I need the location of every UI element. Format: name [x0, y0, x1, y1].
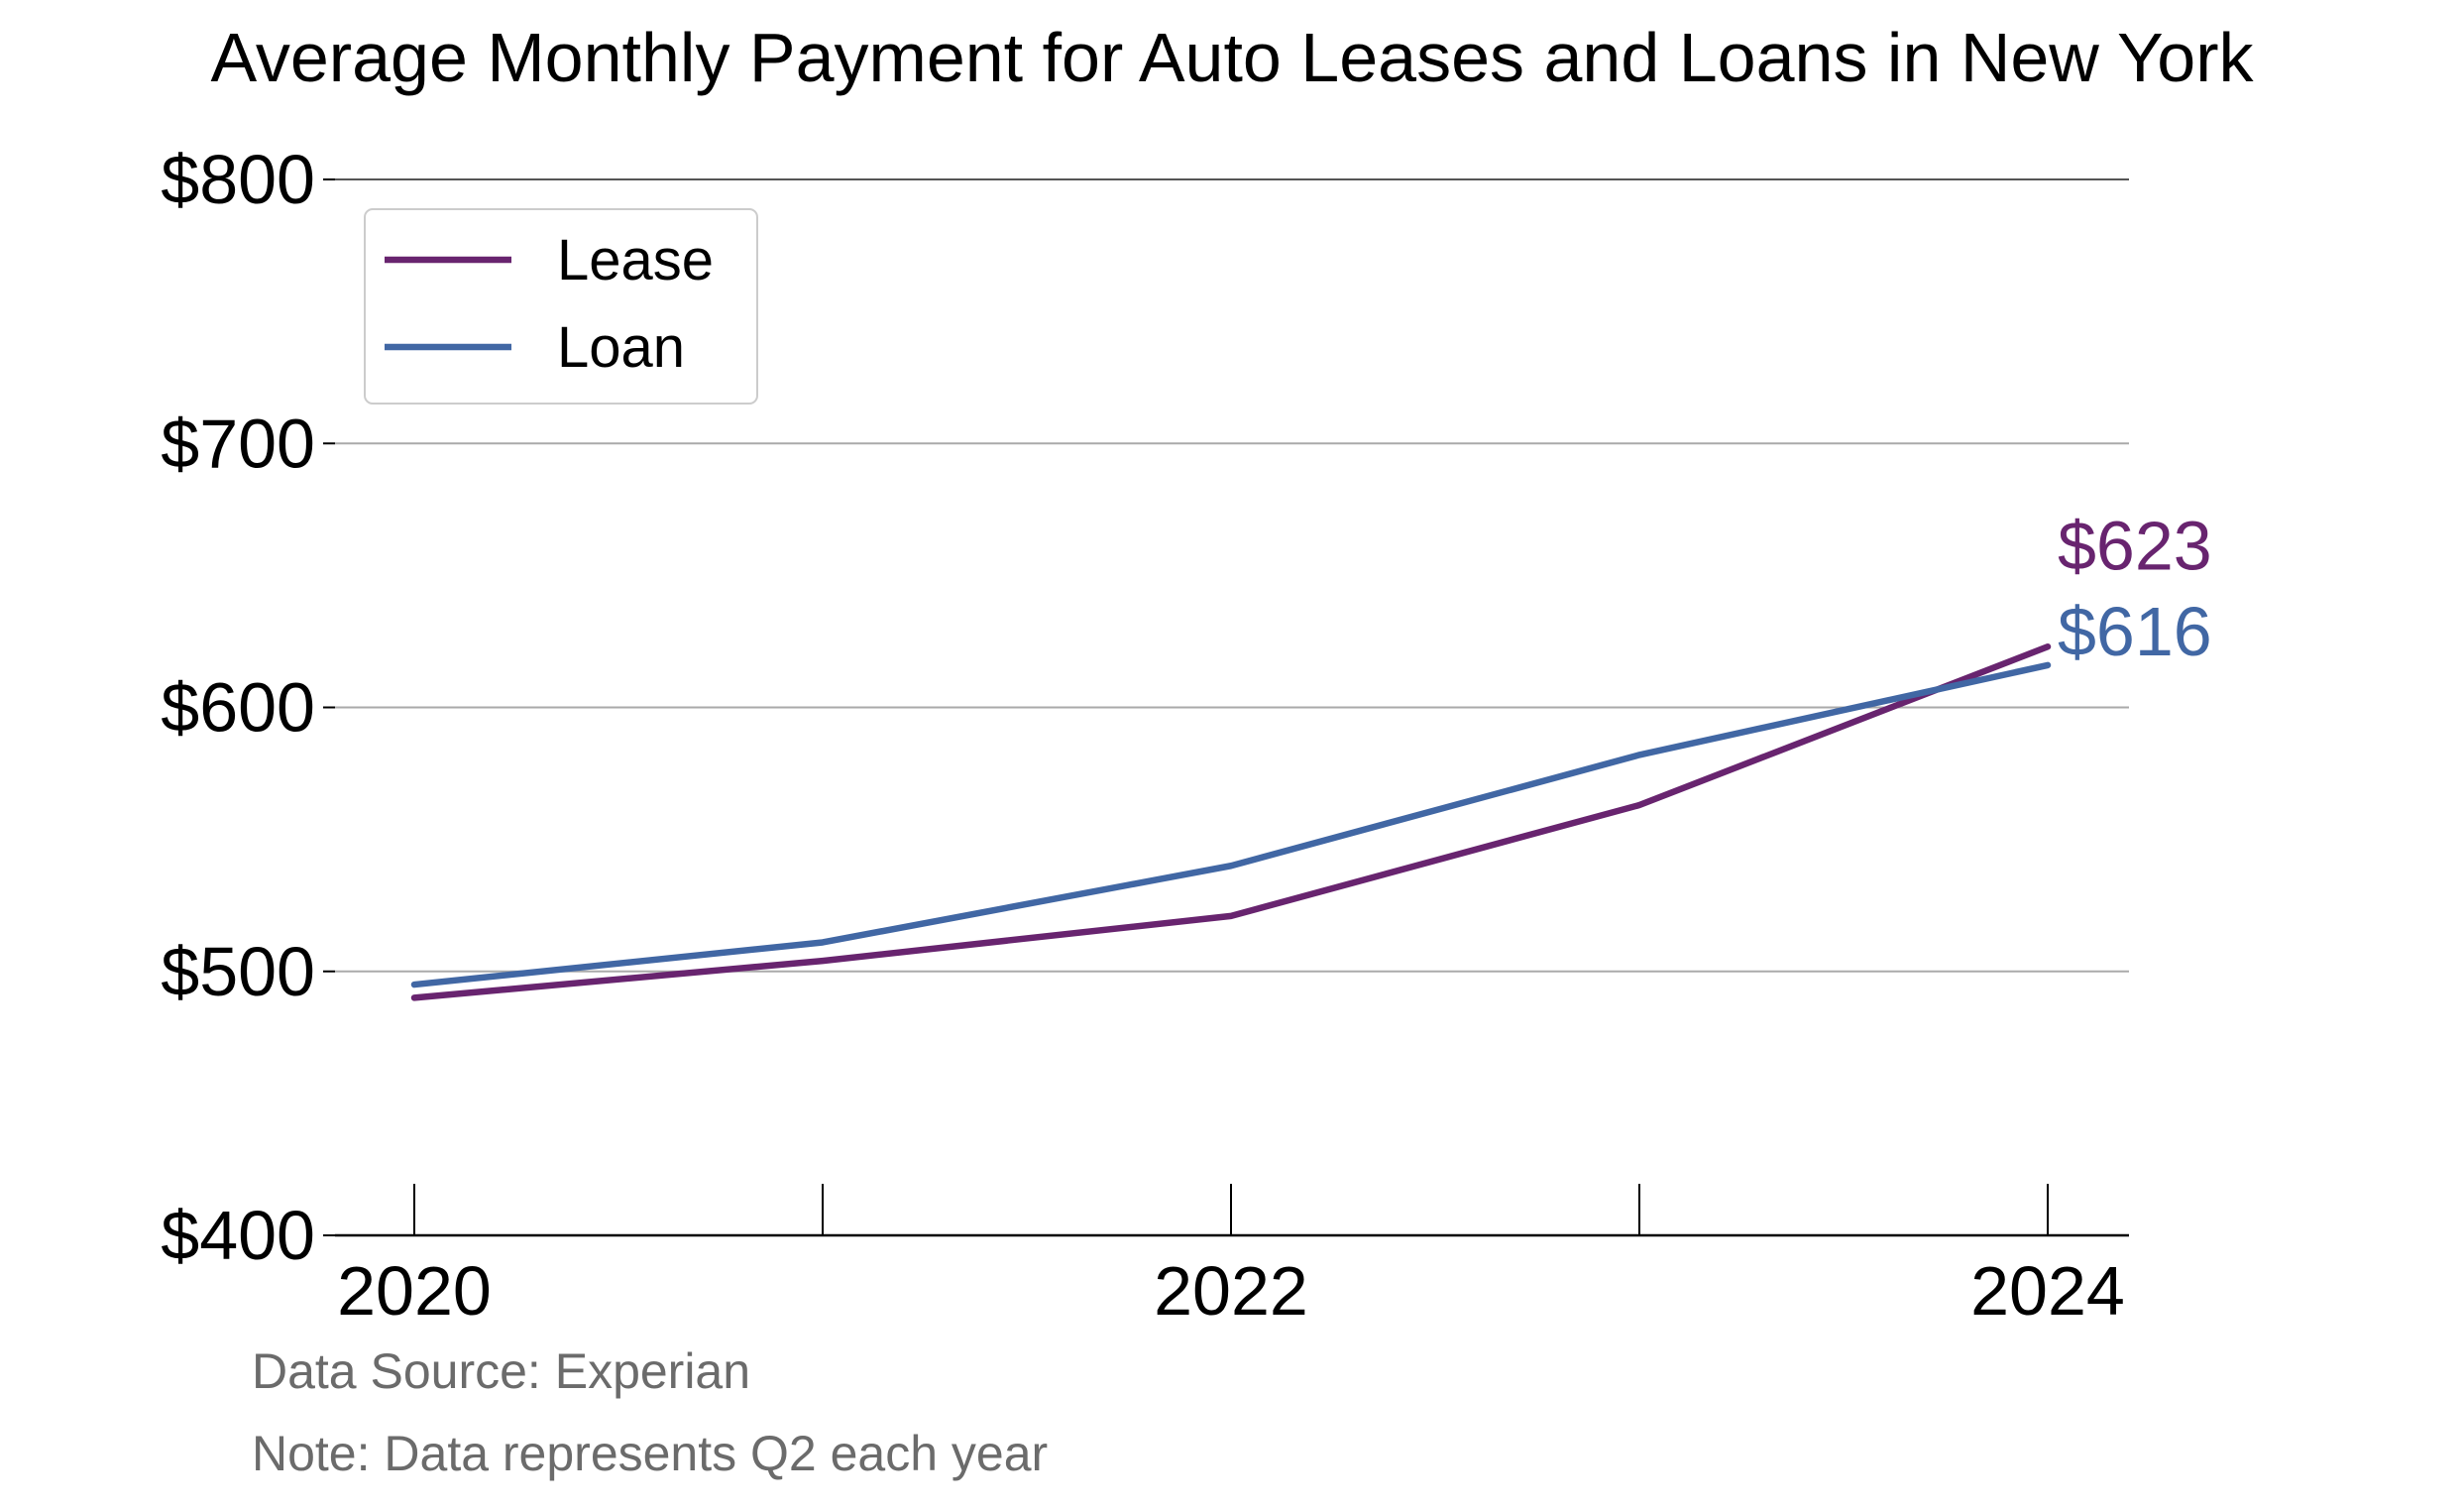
y-tick-label: $800	[161, 141, 315, 218]
x-tick-label: 2020	[337, 1252, 492, 1330]
legend-label-lease: Lease	[557, 228, 714, 292]
footnote: Data Source: Experian	[252, 1343, 750, 1399]
y-tick-label: $600	[161, 669, 315, 747]
series-line-loan	[414, 665, 2048, 985]
x-tick-label: 2024	[1970, 1252, 2125, 1330]
footnotes: Data Source: Experian Note: Data represen…	[252, 1343, 1048, 1481]
series-line-lease	[414, 646, 2048, 997]
legend: Lease Loan	[365, 209, 757, 404]
legend-label-loan: Loan	[557, 315, 685, 380]
footnote: Note: Data represents Q2 each year	[252, 1426, 1048, 1481]
end-label-lease: $623	[2058, 507, 2212, 584]
y-tick-label: $400	[161, 1197, 315, 1274]
y-tick-label: $500	[161, 933, 315, 1010]
series-lines	[414, 646, 2048, 997]
y-tick-label: $700	[161, 405, 315, 482]
x-tick-label: 2022	[1154, 1252, 1308, 1330]
end-label-loan: $616	[2058, 593, 2212, 670]
end-labels: $623 $616	[2058, 507, 2212, 670]
chart-title: Average Monthly Payment for Auto Leases …	[210, 19, 2254, 96]
